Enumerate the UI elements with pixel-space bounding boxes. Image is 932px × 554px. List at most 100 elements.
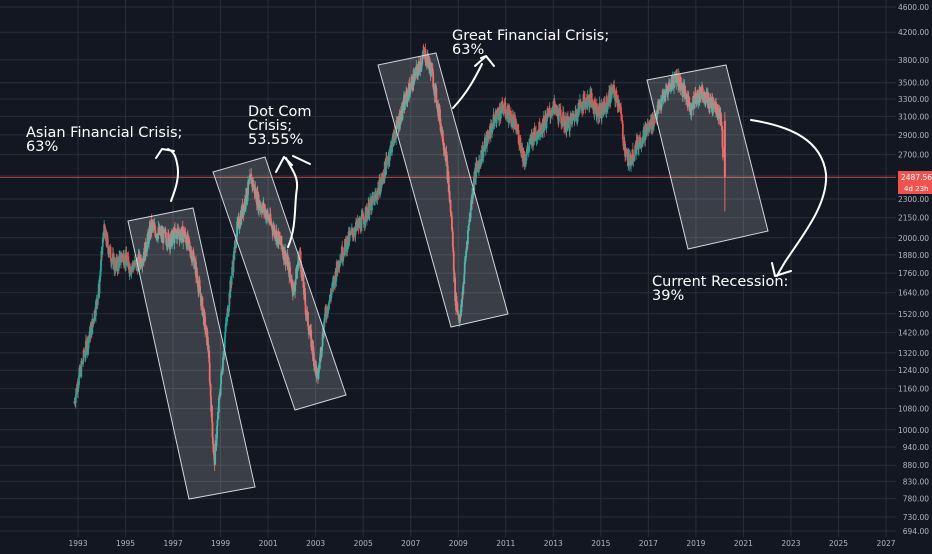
candle-body <box>308 332 311 335</box>
candle-body <box>573 114 575 119</box>
x-tick-label: 2007 <box>401 539 420 548</box>
candle-body <box>100 250 103 260</box>
candle-body <box>543 117 546 131</box>
candle-body <box>85 342 88 354</box>
candle-body <box>687 95 690 98</box>
candle-body <box>712 106 715 108</box>
x-tick-label: 1993 <box>68 539 87 548</box>
candle-body <box>389 145 392 147</box>
candle-body <box>662 95 665 99</box>
candle-body <box>696 92 699 95</box>
candle-body <box>269 213 272 222</box>
candle-body <box>721 129 724 148</box>
candle-body <box>604 105 607 108</box>
x-tick-label: 2019 <box>686 539 705 548</box>
candle-body <box>395 120 398 130</box>
candle-body <box>330 293 333 299</box>
candle-body <box>84 340 87 355</box>
candle-body <box>197 286 200 292</box>
candle-body <box>224 331 227 338</box>
candle-body <box>486 132 489 137</box>
x-axis[interactable]: 1993 1995 1997 1999 2001 2003 2005 2007 2009 2011… <box>68 539 895 548</box>
candle-body <box>429 60 431 67</box>
candle-body <box>577 108 579 117</box>
candle-body <box>435 87 438 103</box>
candle-body <box>543 126 546 131</box>
candle-body <box>212 437 214 444</box>
current-recession-box[interactable] <box>646 64 769 250</box>
candle-body <box>360 216 363 232</box>
candle-body <box>621 123 624 140</box>
x-tick-label: 2015 <box>591 539 610 548</box>
candle-body <box>492 123 494 127</box>
candle-body <box>318 362 321 364</box>
candle-body <box>171 236 174 247</box>
candle-body <box>666 89 669 93</box>
candle-body <box>284 250 287 265</box>
candle-body <box>341 259 344 261</box>
candle-body <box>427 53 430 62</box>
candle-body <box>632 149 634 163</box>
candle-body <box>78 374 80 385</box>
asian-crisis-box[interactable] <box>127 207 256 500</box>
dotcom-crisis-box[interactable] <box>212 156 347 411</box>
candle-body <box>244 204 247 207</box>
candle-body <box>313 352 315 366</box>
candle-body <box>628 156 631 166</box>
candle-body <box>169 242 172 249</box>
candle-body <box>504 113 507 117</box>
candle-body <box>707 93 710 98</box>
candle-body <box>324 307 327 310</box>
candle-body <box>335 261 338 276</box>
candle-body <box>151 223 154 231</box>
candle-body <box>263 210 266 212</box>
y-tick-label: 1080.00 <box>898 404 929 413</box>
candle-body <box>394 134 397 138</box>
candle-body <box>497 113 500 120</box>
candle-body <box>113 259 116 269</box>
candle-body <box>418 61 420 65</box>
candle-body <box>304 304 307 315</box>
candle-body <box>365 207 367 210</box>
candle-body <box>173 228 176 243</box>
candle-body <box>681 92 684 97</box>
candle-body <box>188 238 191 245</box>
candle-body <box>632 160 635 163</box>
candle-body <box>231 267 234 276</box>
candle-body <box>490 123 493 129</box>
candle-body <box>318 363 321 365</box>
candle-body <box>238 226 241 228</box>
candle-body <box>704 92 707 104</box>
candle-body <box>360 213 363 217</box>
candle-body <box>120 260 122 263</box>
candle-body <box>711 107 714 114</box>
candle-body <box>690 103 693 111</box>
candle-body <box>353 232 356 235</box>
candle-body <box>465 250 467 258</box>
candle-body <box>274 229 276 239</box>
candle-body <box>584 97 586 103</box>
candle-body <box>95 299 98 303</box>
candle-body <box>443 148 446 153</box>
candle-body <box>669 83 671 92</box>
candle-body <box>188 244 191 246</box>
candle-body <box>180 234 183 240</box>
candle-body <box>393 131 396 136</box>
gfc-crisis-box[interactable] <box>377 52 509 328</box>
candle-body <box>647 126 650 131</box>
candle-body <box>716 113 718 114</box>
candle-body <box>266 211 269 215</box>
candle-body <box>216 419 219 427</box>
candle-body <box>684 92 687 94</box>
candle-body <box>108 252 111 254</box>
candle-body <box>465 247 468 251</box>
candle-body <box>562 112 564 125</box>
candle-body <box>219 384 222 396</box>
candle-body <box>496 112 499 115</box>
candle-body <box>350 230 352 235</box>
candle-body <box>676 79 679 80</box>
candle-body <box>418 64 421 71</box>
candle-body <box>661 94 664 96</box>
